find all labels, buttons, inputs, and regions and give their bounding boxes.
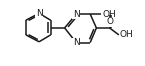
- Text: N: N: [36, 9, 42, 18]
- Text: O: O: [106, 17, 113, 26]
- Text: OH: OH: [119, 30, 133, 39]
- Text: N: N: [73, 10, 80, 19]
- Text: N: N: [73, 38, 80, 47]
- Text: OH: OH: [102, 10, 116, 19]
